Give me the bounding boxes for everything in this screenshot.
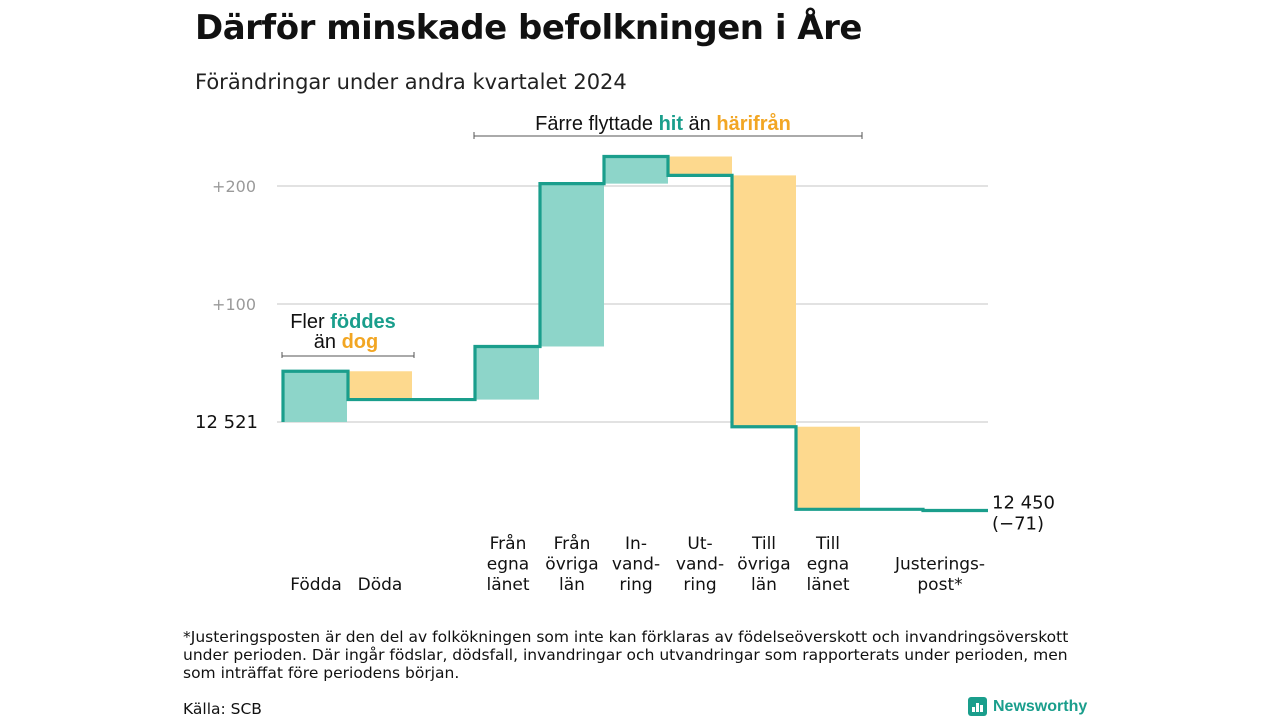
- chart-subtitle: Förändringar under andra kvartalet 2024: [195, 70, 627, 94]
- category-label: Från: [554, 533, 591, 554]
- y-tick-label: +200: [212, 177, 256, 196]
- footnote: *Justeringsposten är den del av folkökni…: [183, 628, 1069, 682]
- category-label: In-: [625, 534, 647, 554]
- category-label: Justerings-: [894, 555, 985, 575]
- waterfall-bar: [348, 371, 412, 400]
- category-label: Födda: [290, 575, 342, 595]
- category-label: län: [751, 575, 777, 595]
- category-label: Till: [815, 534, 840, 554]
- category-label: Ut-: [687, 534, 712, 554]
- category-label: Till: [751, 534, 776, 554]
- category-label: vand-: [612, 555, 660, 575]
- category-label: övriga: [545, 555, 598, 575]
- waterfall-bar: [540, 183, 604, 347]
- birth-annotation-line1: Fler föddes: [290, 311, 396, 333]
- end-change-label: (−71): [992, 514, 1044, 535]
- waterfall-bar: [796, 426, 860, 510]
- category-label: egna: [807, 555, 849, 575]
- migration-annotation-text: Färre flyttade hit än härifrån: [535, 112, 791, 135]
- source-label: Källa: SCB: [183, 700, 262, 718]
- category-label: län: [559, 575, 585, 595]
- birth-annotation-line2: än dog: [314, 331, 378, 353]
- end-value-label: 12 450: [992, 493, 1055, 514]
- start-value-label: 12 521: [195, 412, 258, 433]
- newsworthy-logo-icon: [968, 697, 987, 716]
- birth-annotation-bracket: [281, 352, 415, 358]
- running-total-line: [281, 154, 988, 513]
- waterfall-bar: [668, 156, 732, 176]
- category-label: länet: [806, 575, 849, 595]
- category-label: post*: [917, 575, 962, 595]
- category-label: egna: [487, 555, 529, 575]
- category-label: övriga: [737, 555, 790, 575]
- category-label: ring: [683, 575, 716, 595]
- category-label: vand-: [676, 555, 724, 575]
- category-label: länet: [486, 575, 529, 595]
- chart-title: Därför minskade befolkningen i Åre: [195, 8, 862, 48]
- waterfall-bar: [604, 156, 668, 184]
- y-tick-label: +100: [212, 295, 256, 314]
- category-label: Från: [490, 533, 527, 554]
- brand-name: Newsworthy: [993, 697, 1088, 715]
- waterfall-bar: [283, 371, 347, 422]
- waterfall-bar: [732, 175, 796, 427]
- category-label: Döda: [358, 575, 403, 595]
- category-label: ring: [619, 575, 652, 595]
- migration-annotation-bracket: [473, 132, 863, 139]
- waterfall-bar: [475, 346, 539, 400]
- brand-logo: Newsworthy: [968, 697, 1087, 716]
